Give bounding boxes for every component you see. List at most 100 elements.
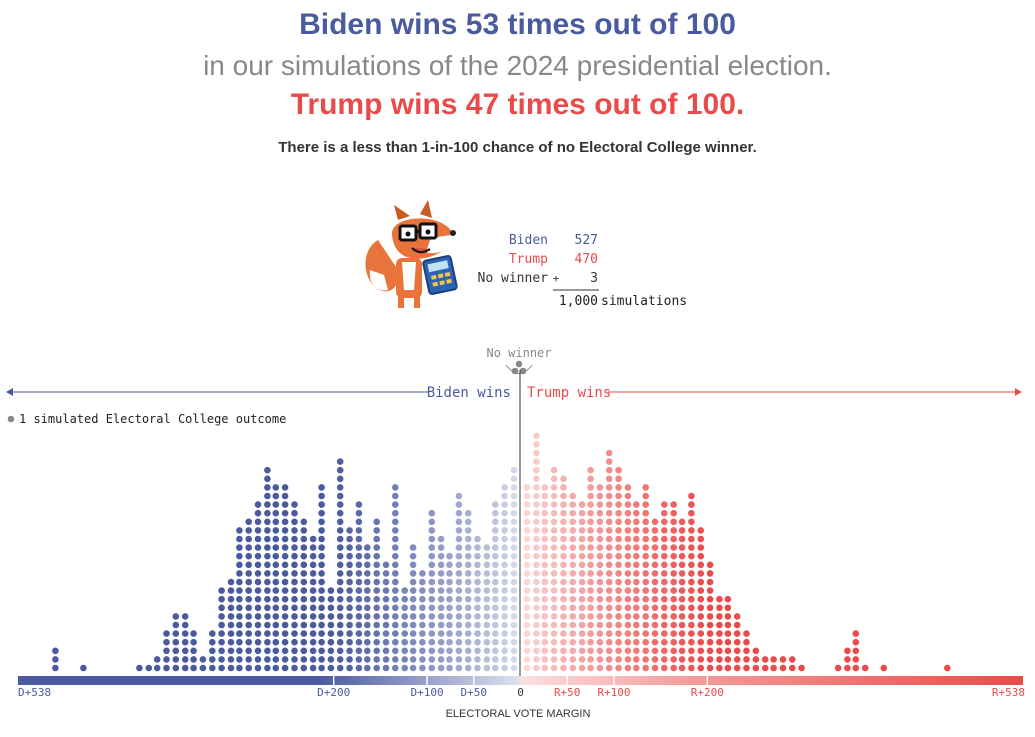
simulation-dot bbox=[560, 492, 567, 500]
simulation-dot bbox=[382, 664, 390, 672]
simulation-dot bbox=[428, 647, 436, 655]
simulation-dot bbox=[163, 630, 170, 637]
simulation-dot bbox=[437, 656, 445, 663]
simulation-dot bbox=[724, 647, 732, 655]
no-winner-note: There is a less than 1-in-100 chance of … bbox=[278, 139, 757, 156]
simulation-dot bbox=[464, 647, 472, 655]
simulation-dot bbox=[697, 613, 705, 620]
simulation-dot bbox=[510, 621, 518, 629]
simulation-dot bbox=[533, 484, 540, 491]
simulation-dot bbox=[697, 656, 705, 663]
simulation-dot bbox=[309, 664, 317, 672]
simulation-dot bbox=[706, 570, 714, 577]
simulation-dot bbox=[661, 604, 668, 612]
simulation-dot bbox=[346, 527, 353, 534]
simulation-dot bbox=[464, 561, 472, 569]
simulation-dot bbox=[254, 630, 262, 637]
simulation-dot bbox=[624, 621, 632, 629]
simulation-dot bbox=[318, 501, 325, 508]
simulation-dot bbox=[688, 509, 695, 517]
simulation-dot bbox=[281, 518, 289, 526]
simulation-dot bbox=[533, 501, 540, 508]
simulation-dot bbox=[136, 664, 143, 672]
simulation-dot bbox=[510, 475, 518, 483]
simulation-dot bbox=[218, 613, 225, 620]
simulation-dot bbox=[492, 630, 499, 637]
simulation-dot bbox=[633, 552, 640, 560]
simulation-dot bbox=[533, 466, 540, 474]
simulation-dot bbox=[642, 613, 649, 620]
simulation-dot bbox=[392, 621, 399, 629]
simulation-dot bbox=[651, 587, 659, 594]
simulation-dot bbox=[605, 595, 613, 603]
simulation-dot bbox=[464, 664, 472, 672]
simulation-dot bbox=[716, 664, 723, 672]
simulation-dot bbox=[236, 664, 243, 672]
simulation-dot bbox=[661, 561, 668, 569]
simulation-dot bbox=[615, 570, 622, 577]
simulation-dot bbox=[642, 664, 649, 672]
simulation-dot bbox=[327, 630, 335, 637]
simulation-dot bbox=[327, 656, 335, 663]
simulation-dot bbox=[569, 552, 577, 560]
simulation-dot bbox=[578, 647, 586, 655]
simulation-dot bbox=[569, 664, 577, 672]
axis-tick-label: 0 bbox=[517, 686, 524, 699]
simulation-dot bbox=[844, 656, 851, 663]
simulation-dot bbox=[437, 595, 445, 603]
simulation-dot bbox=[670, 527, 677, 534]
simulation-dot bbox=[596, 613, 604, 620]
simulation-dot bbox=[560, 587, 567, 594]
simulation-dot bbox=[264, 621, 271, 629]
simulation-dot bbox=[501, 492, 508, 500]
simulation-dot bbox=[779, 656, 787, 663]
simulation-dot bbox=[437, 630, 445, 637]
simulation-dot bbox=[474, 630, 481, 637]
simulation-dot bbox=[264, 656, 271, 663]
simulation-dot bbox=[300, 527, 308, 534]
simulation-dot bbox=[309, 535, 317, 543]
simulation-dot bbox=[272, 664, 280, 672]
simulation-dot bbox=[560, 561, 567, 569]
simulation-dot bbox=[227, 656, 235, 663]
simulation-dot bbox=[642, 578, 649, 586]
simulation-dot bbox=[661, 656, 668, 663]
simulation-dot bbox=[474, 595, 481, 603]
simulation-dot bbox=[172, 638, 180, 646]
simulation-dot bbox=[272, 656, 280, 663]
simulation-dot bbox=[697, 561, 705, 569]
simulation-dot bbox=[523, 509, 531, 517]
simulation-dot bbox=[355, 578, 363, 586]
simulation-dot bbox=[651, 561, 659, 569]
simulation-dot bbox=[761, 664, 769, 672]
simulation-dot bbox=[272, 535, 280, 543]
simulation-dot bbox=[245, 552, 252, 560]
simulation-dot bbox=[492, 621, 499, 629]
simulation-dot bbox=[428, 595, 436, 603]
simulation-dot bbox=[446, 595, 453, 603]
simulation-dot bbox=[327, 638, 335, 646]
axis-tick-label: D+200 bbox=[317, 686, 350, 699]
no-winner-dot bbox=[515, 360, 523, 368]
simulation-dot bbox=[578, 595, 586, 603]
simulation-dot bbox=[272, 518, 280, 526]
simulation-dot bbox=[437, 570, 445, 577]
simulation-dot bbox=[392, 544, 399, 551]
simulation-dot bbox=[587, 621, 594, 629]
simulation-dot bbox=[318, 621, 325, 629]
legend-text: 1 simulated Electoral College outcome bbox=[19, 412, 286, 426]
simulation-dot bbox=[373, 544, 381, 551]
simulation-dot bbox=[569, 621, 577, 629]
simulation-dot bbox=[291, 501, 298, 508]
tally-total-label: simulations bbox=[601, 294, 687, 309]
simulation-dot bbox=[541, 527, 549, 534]
simulation-dot bbox=[428, 604, 436, 612]
simulation-dot bbox=[272, 484, 280, 491]
simulation-dot bbox=[428, 664, 436, 672]
simulation-dot bbox=[254, 647, 262, 655]
simulation-dot bbox=[392, 613, 399, 620]
simulation-dot bbox=[464, 638, 472, 646]
simulation-dot bbox=[633, 613, 640, 620]
simulation-dot bbox=[605, 458, 613, 465]
simulation-dot bbox=[227, 587, 235, 594]
